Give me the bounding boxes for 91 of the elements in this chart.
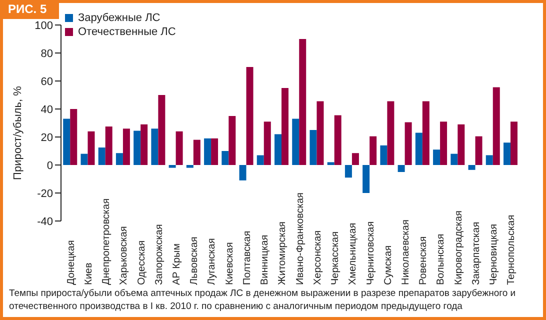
bar [450,154,458,165]
x-tick-label: Черкасская [330,231,342,285]
bar [433,150,440,165]
chart-title: РИС. 5 [0,0,59,19]
bar [475,136,482,165]
y-tick-label: 20 [40,132,53,144]
x-tick-label: Волынская [436,234,447,285]
bar [292,118,300,165]
x-tick-label: Черниговская [365,221,376,285]
bar [134,130,141,165]
x-tick-label: Киев [83,262,94,285]
text: Темпы прироста/убыли объема аптечных продаж ЛС в денежном выражении в разрезе препаратов зарубежного и отечественного производства в I кв. 2010 г. по сравнению с аналогичным периодом предыдущего года [9,287,517,313]
x-tick-label: Хмельницкая [348,222,359,285]
bar [151,128,158,165]
bar [352,153,359,165]
bar [228,116,236,165]
y-tick-label: -40 [37,216,53,228]
bar [440,122,448,165]
x-tick-label: Харьковская [118,226,130,285]
y-tick-label: 0 [46,160,53,172]
bar [362,165,370,193]
x-tick-label: Кировоградская [453,210,464,285]
bar [122,128,130,165]
bar [63,118,70,165]
bar [387,101,394,165]
x-tick-label: Тернопольская [506,214,518,285]
bar [370,136,377,165]
x-tick-label: Николаевская [400,220,412,285]
bar [415,132,422,165]
bar [344,165,352,178]
x-tick-label: Ивано-Франковская [294,192,306,285]
bar [186,165,194,168]
bar [492,87,500,165]
bar [211,138,218,165]
x-tick-label: Винницкая [260,234,271,285]
bar [264,122,271,165]
x-tick-label: Львовская [189,236,200,285]
bar [105,126,112,165]
bar [510,122,518,165]
x-tick-label: Одесская [136,240,148,285]
x-tick-label: Херсонская [312,230,324,285]
y-tick-label: 60 [40,76,53,88]
y-tick-label: 80 [40,48,53,60]
y-tick-label: 40 [40,104,53,116]
bar [246,67,254,165]
x-tick-label: Черновицкая [488,224,500,285]
x-tick-label: Киевская [224,242,236,285]
bar [98,148,106,165]
bar [158,95,166,165]
bar [204,138,212,165]
x-tick-label: Донецкая [66,240,77,285]
bar [398,165,405,172]
bar [468,165,476,170]
bar [486,155,493,165]
bar [80,154,88,165]
bar [176,131,183,165]
bar [404,122,412,165]
bar [116,153,123,165]
legend-label: Отечественные ЛС [78,25,176,39]
bar [458,124,465,165]
x-tick-label: АР Крым [172,243,182,285]
bar [70,109,78,165]
bar [193,140,200,165]
x-tick-label: Запорожская [154,224,165,285]
bar [140,124,148,165]
x-tick-label: Луганская [206,238,218,285]
y-axis-title: Прирост/убыль, % [12,86,24,180]
x-tick-label: Сумская [382,245,394,285]
x-tick-label: Полтавская [242,230,253,285]
x-tick-label: Ровенская [418,236,430,285]
bar [274,134,282,165]
bar [327,162,334,165]
bar [334,115,342,165]
bar [316,101,324,165]
x-tick-label: Житомирская [277,222,288,285]
bar [256,155,264,165]
bar [282,88,288,165]
y-tick-label: 100 [34,20,53,32]
x-tick-label: Днепропетровская [101,198,112,285]
bar [299,39,306,165]
bar [310,130,317,165]
legend-label: Зарубежные ЛС [78,11,160,25]
y-tick-label: -20 [37,188,53,200]
x-tick-label: Закарпатская [470,222,482,285]
bar [239,165,246,180]
bar [422,101,430,165]
bar [380,145,388,165]
bar [504,142,510,165]
bar [168,165,176,168]
bar [222,151,229,165]
bar [88,131,95,165]
